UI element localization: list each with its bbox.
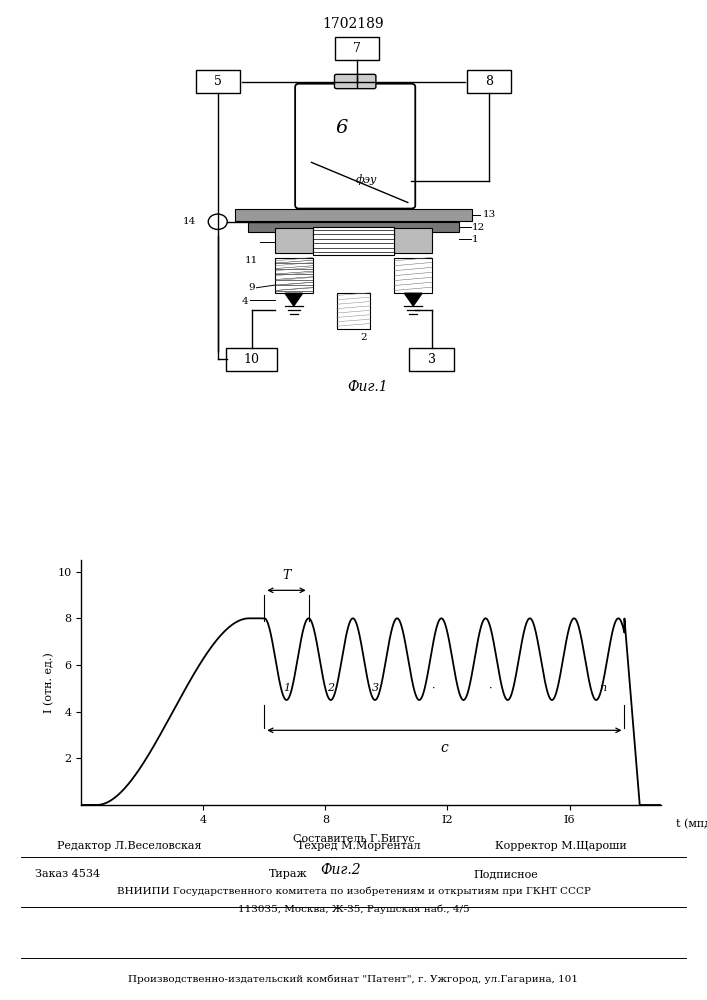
Text: Техред М.Моргентал: Техред М.Моргентал bbox=[297, 841, 421, 851]
Bar bbox=[248, 222, 459, 232]
Text: 5: 5 bbox=[214, 75, 222, 88]
Text: 1: 1 bbox=[283, 683, 290, 693]
FancyBboxPatch shape bbox=[409, 348, 454, 371]
Text: Подписное: Подписное bbox=[474, 869, 539, 879]
Text: 3: 3 bbox=[428, 353, 436, 366]
FancyBboxPatch shape bbox=[467, 70, 511, 93]
Text: 11: 11 bbox=[245, 256, 259, 265]
Text: ·: · bbox=[431, 683, 434, 693]
FancyBboxPatch shape bbox=[196, 70, 240, 93]
Text: 9: 9 bbox=[248, 283, 255, 292]
Text: 13: 13 bbox=[482, 210, 496, 219]
Text: t (мпд): t (мпд) bbox=[677, 819, 707, 829]
Text: 4: 4 bbox=[242, 297, 248, 306]
Text: 2: 2 bbox=[361, 333, 367, 342]
Text: T: T bbox=[282, 569, 291, 582]
Text: n: n bbox=[599, 683, 606, 693]
Text: 7: 7 bbox=[353, 42, 361, 55]
Text: 8: 8 bbox=[485, 75, 493, 88]
Text: 113035, Москва, Ж-35, Раушская наб., 4/5: 113035, Москва, Ж-35, Раушская наб., 4/5 bbox=[238, 904, 469, 914]
Text: Производственно-издательский комбинат "Патент", г. Ужгород, ул.Гагарина, 101: Производственно-издательский комбинат "П… bbox=[129, 974, 578, 984]
Text: 1: 1 bbox=[472, 235, 479, 244]
Polygon shape bbox=[285, 293, 303, 306]
FancyBboxPatch shape bbox=[295, 84, 415, 209]
Text: Фиг.2: Фиг.2 bbox=[320, 863, 361, 877]
Bar bbox=[235, 209, 472, 221]
Bar bbox=[276, 228, 312, 253]
Text: c: c bbox=[440, 741, 448, 755]
Y-axis label: I (отн. ед.): I (отн. ед.) bbox=[45, 652, 54, 713]
Text: фэу: фэу bbox=[356, 174, 377, 185]
Text: Заказ 4534: Заказ 4534 bbox=[35, 869, 100, 879]
Text: 3: 3 bbox=[371, 683, 378, 693]
FancyBboxPatch shape bbox=[335, 37, 379, 60]
Bar bbox=[312, 227, 395, 255]
FancyBboxPatch shape bbox=[334, 74, 376, 89]
Text: 14: 14 bbox=[182, 217, 196, 226]
Text: Корректор М.Щароши: Корректор М.Щароши bbox=[495, 841, 626, 851]
Text: 10: 10 bbox=[244, 353, 259, 366]
Bar bbox=[395, 257, 431, 293]
Bar bbox=[337, 293, 370, 329]
Text: Редактор Л.Веселовская: Редактор Л.Веселовская bbox=[57, 841, 201, 851]
Text: ВНИИПИ Государственного комитета по изобретениям и открытиям при ГКНТ СССР: ВНИИПИ Государственного комитета по изоб… bbox=[117, 887, 590, 896]
Bar bbox=[395, 228, 431, 253]
FancyBboxPatch shape bbox=[226, 348, 277, 371]
Text: 6: 6 bbox=[336, 119, 348, 137]
Bar bbox=[276, 257, 312, 293]
Text: 12: 12 bbox=[472, 223, 486, 232]
Text: 1702189: 1702189 bbox=[322, 17, 385, 31]
Text: 2: 2 bbox=[327, 683, 334, 693]
Text: ·: · bbox=[489, 683, 492, 693]
Polygon shape bbox=[404, 293, 422, 306]
Text: Фиг.1: Фиг.1 bbox=[346, 380, 387, 394]
Text: Составитель Г.Бигус: Составитель Г.Бигус bbox=[293, 834, 414, 844]
Text: Тираж: Тираж bbox=[269, 869, 308, 879]
